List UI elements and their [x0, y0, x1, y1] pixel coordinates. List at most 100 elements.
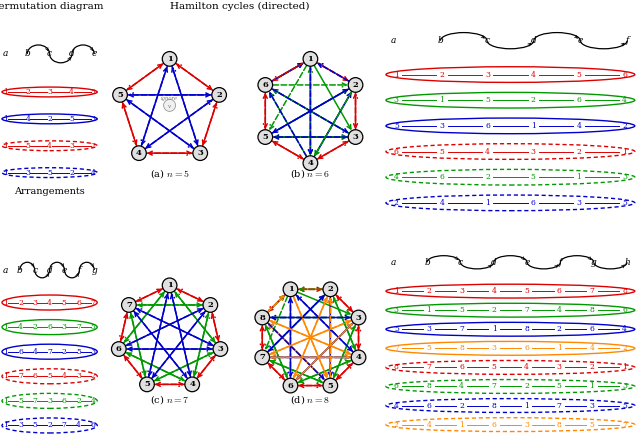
- Text: 1: 1: [3, 421, 8, 429]
- Text: 2: 2: [91, 142, 96, 150]
- Text: 3: 3: [524, 420, 529, 428]
- Text: 5: 5: [91, 323, 96, 331]
- Text: 3: 3: [492, 345, 497, 353]
- Text: 6: 6: [622, 306, 627, 314]
- Text: e: e: [62, 266, 67, 274]
- Text: 4: 4: [394, 173, 399, 181]
- Text: 7: 7: [589, 287, 595, 295]
- Text: d: d: [47, 266, 52, 274]
- Text: 4: 4: [47, 142, 52, 150]
- Circle shape: [323, 282, 338, 297]
- Circle shape: [255, 310, 269, 325]
- Text: 8: 8: [394, 363, 399, 371]
- Text: 3: 3: [91, 348, 96, 356]
- Text: 5: 5: [531, 173, 536, 181]
- Text: a: a: [3, 49, 8, 58]
- Text: 3: 3: [459, 287, 464, 295]
- Text: 3: 3: [47, 88, 52, 96]
- Text: 5: 5: [144, 381, 150, 388]
- Text: 5: 5: [33, 421, 38, 429]
- Text: 3: 3: [589, 401, 595, 409]
- Circle shape: [348, 78, 363, 92]
- Text: 7: 7: [259, 353, 265, 361]
- Text: a: a: [391, 258, 396, 267]
- Text: 2: 2: [47, 421, 52, 429]
- Text: 8: 8: [557, 420, 562, 428]
- Text: 5: 5: [91, 88, 96, 96]
- Text: 7: 7: [61, 421, 67, 429]
- Text: 2: 2: [524, 382, 529, 390]
- Text: 2: 2: [61, 348, 67, 356]
- Circle shape: [213, 342, 228, 357]
- Text: 4: 4: [622, 96, 627, 104]
- Text: e: e: [578, 36, 583, 45]
- Circle shape: [303, 52, 317, 66]
- Text: 5: 5: [394, 122, 399, 130]
- Text: f: f: [559, 258, 562, 267]
- Text: 1: 1: [166, 281, 173, 289]
- Text: (c) $n = 7$: (c) $n = 7$: [150, 393, 189, 406]
- Text: 1: 1: [426, 306, 431, 314]
- Text: 1: 1: [287, 285, 293, 293]
- Circle shape: [203, 297, 218, 312]
- Text: 6: 6: [459, 363, 464, 371]
- Text: 3: 3: [394, 96, 399, 104]
- Text: 6: 6: [589, 325, 595, 333]
- Text: 4: 4: [26, 115, 30, 123]
- Circle shape: [163, 52, 177, 66]
- Text: 4: 4: [69, 88, 74, 96]
- Text: c: c: [484, 36, 490, 45]
- Text: 6: 6: [394, 147, 399, 155]
- Text: 2: 2: [353, 81, 358, 89]
- Text: 5: 5: [69, 115, 74, 123]
- Text: 2: 2: [207, 301, 213, 309]
- Text: 2: 2: [492, 306, 497, 314]
- Text: 7: 7: [18, 372, 23, 381]
- Text: 3: 3: [61, 323, 67, 331]
- Text: 1: 1: [622, 363, 627, 371]
- Text: 4: 4: [136, 149, 142, 157]
- Text: 4: 4: [47, 298, 52, 306]
- Text: 5: 5: [622, 401, 627, 409]
- Text: 8: 8: [426, 382, 431, 390]
- Text: 5: 5: [61, 298, 67, 306]
- Text: 6: 6: [91, 421, 96, 429]
- Circle shape: [348, 130, 363, 144]
- Text: b: b: [24, 49, 30, 58]
- Text: 6: 6: [18, 348, 23, 356]
- Text: 8: 8: [524, 325, 529, 333]
- Text: 6: 6: [61, 397, 67, 405]
- Text: 1: 1: [589, 382, 595, 390]
- Circle shape: [122, 297, 136, 312]
- Text: (b) $n = 6$: (b) $n = 6$: [291, 167, 330, 180]
- Circle shape: [164, 99, 175, 111]
- Text: 4: 4: [622, 325, 627, 333]
- Text: 2: 2: [426, 287, 431, 295]
- Text: (d) $n = 8$: (d) $n = 8$: [291, 393, 330, 406]
- Text: e: e: [524, 258, 530, 267]
- Text: b: b: [438, 36, 444, 45]
- Text: 1: 1: [557, 345, 562, 353]
- Text: 5: 5: [117, 91, 123, 99]
- Circle shape: [163, 278, 177, 293]
- Circle shape: [185, 377, 200, 392]
- Circle shape: [323, 378, 338, 393]
- Circle shape: [212, 87, 227, 102]
- Text: 3: 3: [33, 298, 38, 306]
- Text: 3: 3: [25, 169, 30, 177]
- Text: 2: 2: [622, 345, 627, 353]
- Text: 2: 2: [485, 173, 490, 181]
- Text: 7: 7: [47, 348, 52, 356]
- Text: 4: 4: [577, 122, 581, 130]
- Text: 6: 6: [287, 381, 293, 389]
- Circle shape: [351, 350, 366, 365]
- Text: 7: 7: [557, 401, 562, 409]
- Text: 4: 4: [307, 159, 314, 167]
- Text: 5: 5: [328, 381, 333, 389]
- Text: 4: 4: [485, 147, 490, 155]
- Text: 3: 3: [577, 199, 581, 207]
- Text: 6: 6: [485, 122, 490, 130]
- Text: 2: 2: [76, 397, 81, 405]
- Text: 3: 3: [622, 382, 627, 390]
- Text: 5: 5: [524, 287, 529, 295]
